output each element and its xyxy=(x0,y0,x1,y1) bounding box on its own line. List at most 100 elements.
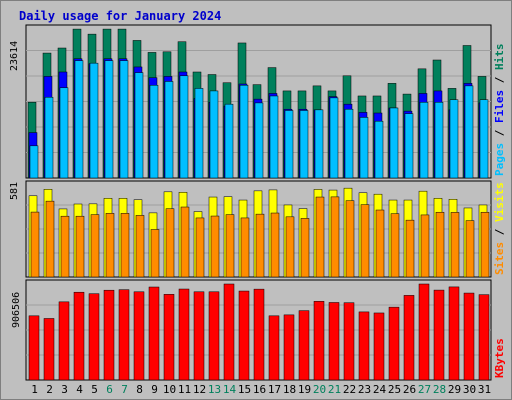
bar-pages-day-18 xyxy=(284,110,294,179)
bar-sites-day-31 xyxy=(480,211,490,278)
day-label-15: 15 xyxy=(238,383,251,396)
day-labels: 1 2 3 4 5 6 7 8 9 10 11 12 13 14 15 16 17 18 19 20 21 22 23 24 2… xyxy=(31,383,491,396)
bar-pages-day-4 xyxy=(74,60,84,179)
bar-kbytes-day-7 xyxy=(118,289,130,381)
bar-kbytes-day-3 xyxy=(58,301,70,381)
bar-pages-day-2 xyxy=(44,96,54,179)
legend-item-top-1: / xyxy=(493,123,506,143)
bar-sites-day-14 xyxy=(225,214,235,278)
bar-pages-day-3 xyxy=(59,87,69,179)
bar-kbytes-day-25 xyxy=(388,306,400,381)
bar-pages-day-21 xyxy=(329,97,339,179)
legend-item-top-4: Hits xyxy=(493,44,506,71)
bar-kbytes-day-14 xyxy=(223,283,235,381)
panel-top xyxy=(25,24,492,179)
bar-sites-day-15 xyxy=(240,217,250,278)
day-label-5: 5 xyxy=(91,383,98,396)
bar-sites-day-8 xyxy=(135,215,145,278)
bar-sites-day-23 xyxy=(360,204,370,278)
day-label-16: 16 xyxy=(253,383,266,396)
bar-kbytes-day-4 xyxy=(73,291,85,381)
ymax-label-top: 23614 xyxy=(9,41,20,71)
day-label-7: 7 xyxy=(121,383,128,396)
bar-kbytes-day-22 xyxy=(343,302,355,381)
day-label-24: 24 xyxy=(373,383,387,396)
bar-pages-day-19 xyxy=(299,110,309,179)
day-label-4: 4 xyxy=(76,383,83,396)
bar-sites-day-25 xyxy=(390,213,400,278)
bar-sites-day-5 xyxy=(90,214,100,278)
bar-pages-day-7 xyxy=(119,60,129,179)
bar-kbytes-day-2 xyxy=(43,318,55,381)
bar-kbytes-day-24 xyxy=(373,312,385,381)
bar-pages-day-10 xyxy=(164,81,174,179)
bar-pages-day-20 xyxy=(314,109,324,179)
day-label-21: 21 xyxy=(328,383,341,396)
bar-pages-day-22 xyxy=(344,108,354,179)
bar-sites-day-28 xyxy=(435,211,445,278)
bar-kbytes-day-15 xyxy=(238,290,250,381)
bar-kbytes-day-21 xyxy=(328,302,340,381)
day-label-8: 8 xyxy=(136,383,143,396)
chart-panels xyxy=(25,24,492,381)
bar-sites-day-24 xyxy=(375,209,385,278)
day-label-11: 11 xyxy=(178,383,191,396)
day-label-12: 12 xyxy=(193,383,206,396)
bar-pages-day-27 xyxy=(419,102,429,179)
left-axis-labels: 23614 581 906506 xyxy=(9,41,22,328)
day-label-18: 18 xyxy=(283,383,296,396)
day-label-10: 10 xyxy=(163,383,176,396)
bar-kbytes-day-11 xyxy=(178,288,190,381)
bar-pages-day-12 xyxy=(194,88,204,179)
bar-sites-day-17 xyxy=(270,212,280,278)
bar-kbytes-day-31 xyxy=(478,294,490,381)
bar-kbytes-day-30 xyxy=(463,292,475,381)
day-label-27: 27 xyxy=(418,383,431,396)
bar-sites-day-9 xyxy=(150,229,160,278)
bar-sites-day-3 xyxy=(60,215,70,278)
bar-kbytes-day-17 xyxy=(268,315,280,381)
legend-middle: Sites / Visits xyxy=(493,182,506,275)
day-label-1: 1 xyxy=(31,383,38,396)
bar-pages-day-16 xyxy=(254,102,264,179)
bar-sites-day-18 xyxy=(285,216,295,278)
bar-sites-day-11 xyxy=(180,206,190,278)
bar-kbytes-day-16 xyxy=(253,288,265,381)
bar-sites-day-30 xyxy=(465,220,475,278)
bar-pages-day-6 xyxy=(104,60,114,179)
bar-sites-day-13 xyxy=(210,215,220,278)
bar-pages-day-24 xyxy=(374,120,384,179)
day-label-17: 17 xyxy=(268,383,281,396)
bar-pages-day-13 xyxy=(209,90,219,179)
bar-kbytes-day-19 xyxy=(298,310,310,381)
day-label-14: 14 xyxy=(223,383,237,396)
day-label-23: 23 xyxy=(358,383,371,396)
bar-kbytes-day-29 xyxy=(448,286,460,381)
bar-pages-day-5 xyxy=(89,62,99,179)
bar-kbytes-day-1 xyxy=(28,315,40,381)
bar-kbytes-day-9 xyxy=(148,286,160,381)
legend-item-middle-1: / xyxy=(493,222,506,242)
bar-sites-day-27 xyxy=(420,214,430,278)
bar-pages-day-9 xyxy=(149,84,159,179)
day-label-9: 9 xyxy=(151,383,158,396)
ymax-label-bottom: 906506 xyxy=(11,292,22,328)
bar-pages-day-31 xyxy=(479,99,489,179)
bar-sites-day-22 xyxy=(345,200,355,278)
legend-item-top-3: / xyxy=(493,70,506,90)
day-label-19: 19 xyxy=(298,383,311,396)
bar-kbytes-day-27 xyxy=(418,283,430,381)
bar-sites-day-21 xyxy=(330,196,340,278)
day-label-29: 29 xyxy=(448,383,461,396)
bar-kbytes-day-13 xyxy=(208,291,220,381)
bar-sites-day-20 xyxy=(315,196,325,278)
legend-item-middle-2: Visits xyxy=(493,182,506,222)
legend-item-middle-0: Sites xyxy=(493,242,506,275)
bar-pages-day-29 xyxy=(449,99,459,179)
bar-sites-day-1 xyxy=(30,211,40,278)
bar-kbytes-day-28 xyxy=(433,289,445,381)
legend-item-top-2: Files xyxy=(493,90,506,123)
legend-top: Pages / Files / Hits xyxy=(493,44,506,177)
